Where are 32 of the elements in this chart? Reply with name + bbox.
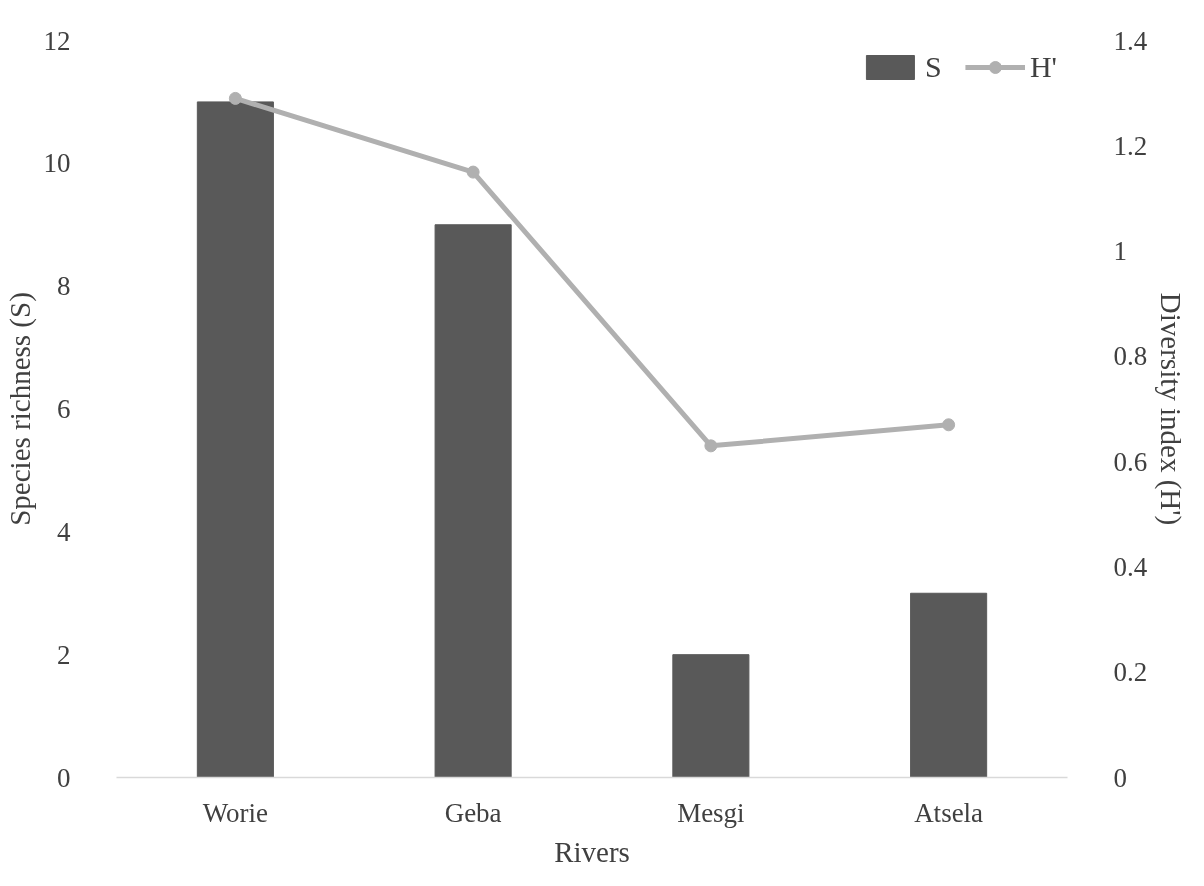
y-tick-label: 4	[57, 516, 71, 547]
y2-tick-label: 0.6	[1113, 446, 1148, 477]
y-tick-label: 0	[57, 762, 71, 793]
x-tick-label: Geba	[444, 797, 502, 828]
y2-tick-label: 0	[1113, 762, 1127, 793]
x-axis-title: Rivers	[554, 835, 630, 868]
y-tick-label: 2	[57, 639, 71, 670]
bar	[910, 592, 988, 778]
legend-label: H'	[1029, 50, 1057, 84]
point	[228, 91, 242, 105]
y2-tick-label: 0.4	[1113, 551, 1148, 582]
bar	[672, 654, 750, 778]
bar	[434, 224, 512, 778]
y2-tick-label: 1.2	[1113, 130, 1148, 161]
x-tick-label: Atsela	[914, 797, 984, 828]
bar	[196, 101, 274, 778]
x-tick-label: Worie	[202, 797, 269, 828]
y-tick-label: 12	[43, 25, 71, 56]
legend-label: S	[924, 50, 943, 84]
y2-axis-title: Diversity index (H')	[1154, 292, 1188, 526]
y-tick-label: 6	[57, 394, 71, 424]
point	[704, 439, 718, 453]
y-tick-label: 10	[43, 148, 71, 179]
y-tick-label: 8	[57, 271, 71, 302]
y-axis-title: Species richness (S)	[3, 292, 37, 526]
x-tick-label: Mesgi	[677, 797, 745, 828]
y2-tick-label: 0.2	[1113, 657, 1148, 688]
point	[942, 418, 956, 432]
y2-tick-label: 1	[1113, 236, 1127, 267]
y2-tick-label: 0.8	[1113, 341, 1148, 372]
y2-tick-label: 1.4	[1113, 25, 1148, 56]
point	[466, 165, 480, 179]
